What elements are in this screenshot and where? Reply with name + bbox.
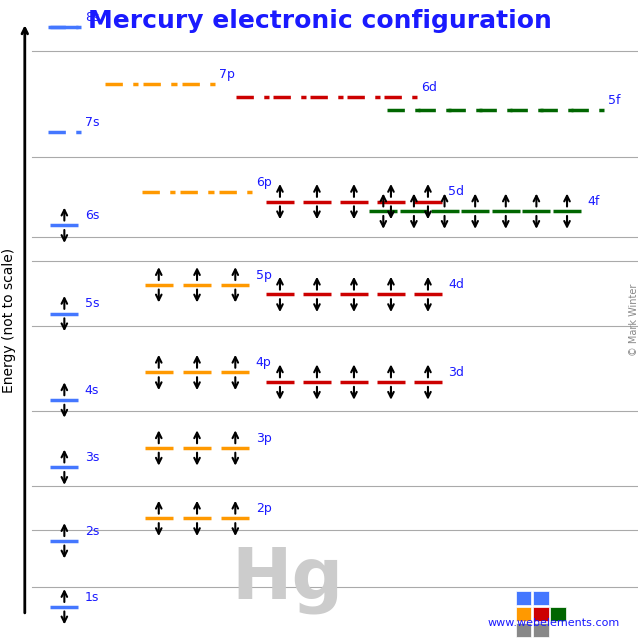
FancyBboxPatch shape xyxy=(533,607,548,621)
Text: 6s: 6s xyxy=(84,209,99,222)
Text: 6p: 6p xyxy=(256,176,271,189)
Text: 6d: 6d xyxy=(421,81,437,94)
FancyBboxPatch shape xyxy=(533,591,548,605)
Text: 7s: 7s xyxy=(84,116,99,129)
Text: 1s: 1s xyxy=(84,591,99,604)
Text: 3s: 3s xyxy=(84,451,99,464)
FancyBboxPatch shape xyxy=(550,607,566,621)
Text: 5d: 5d xyxy=(449,186,465,198)
Text: 5p: 5p xyxy=(256,269,271,282)
Text: Hg: Hg xyxy=(232,545,344,614)
Text: 2p: 2p xyxy=(256,502,271,515)
Text: Energy (not to scale): Energy (not to scale) xyxy=(2,248,16,392)
Text: 5f: 5f xyxy=(608,94,620,107)
Text: www.webelements.com: www.webelements.com xyxy=(487,618,620,628)
FancyBboxPatch shape xyxy=(516,591,531,605)
Text: 4f: 4f xyxy=(588,195,600,208)
Text: 4p: 4p xyxy=(256,356,271,369)
Text: 4d: 4d xyxy=(449,278,464,291)
Text: 7p: 7p xyxy=(219,68,235,81)
FancyBboxPatch shape xyxy=(533,623,548,637)
Text: © Mark Winter: © Mark Winter xyxy=(629,284,639,356)
FancyBboxPatch shape xyxy=(516,607,531,621)
Text: 2s: 2s xyxy=(84,525,99,538)
FancyBboxPatch shape xyxy=(516,623,531,637)
Text: 3p: 3p xyxy=(256,432,271,445)
Text: Mercury electronic configuration: Mercury electronic configuration xyxy=(88,9,552,33)
Text: 3d: 3d xyxy=(449,366,464,379)
Text: 4s: 4s xyxy=(84,384,99,397)
Text: 8s: 8s xyxy=(84,11,99,24)
Text: 5s: 5s xyxy=(84,298,99,310)
